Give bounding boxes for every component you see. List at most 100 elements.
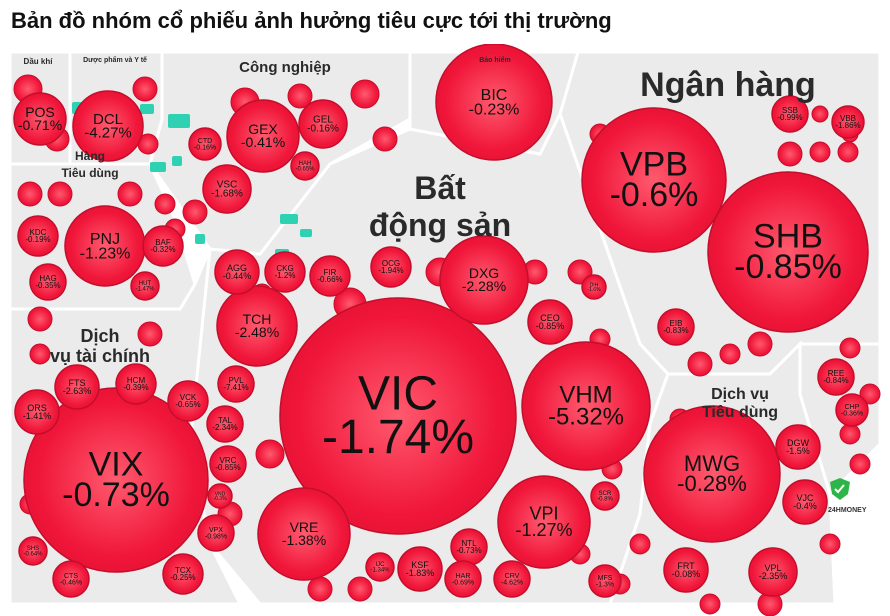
stock-cell-fir[interactable]: [309, 255, 351, 297]
ticker-label: VIC: [358, 367, 438, 420]
stock-cell-agg[interactable]: [214, 249, 260, 295]
stock-cell-hag[interactable]: [29, 263, 67, 301]
change-label: -0.16%: [194, 144, 216, 151]
ticker-label: VIX: [89, 445, 144, 483]
stock-cell-shb[interactable]: [707, 171, 869, 333]
ticker-label: KDC: [30, 228, 47, 237]
sector-label: Tiêu dùng: [61, 166, 118, 180]
stock-cell-cts[interactable]: [52, 560, 90, 598]
sector-label: Dịch: [80, 326, 119, 346]
stock-cell-shs[interactable]: [18, 536, 48, 566]
stock-cell-bic[interactable]: [435, 44, 553, 161]
filler-cell: [372, 126, 398, 152]
stock-cell-vhm[interactable]: [521, 341, 651, 471]
change-label: -0.6%: [610, 176, 699, 214]
filler-cell: [182, 199, 208, 225]
stock-cell-vpi[interactable]: [497, 475, 591, 569]
change-label: -0.44%: [223, 271, 252, 281]
stock-cell-dgw[interactable]: [775, 424, 821, 470]
change-label: -0.73%: [456, 546, 481, 555]
change-label: -0.8%: [597, 497, 613, 503]
filler-cell: [47, 181, 73, 207]
change-label: -0.19%: [25, 235, 50, 244]
stock-cell-vpx[interactable]: [197, 514, 235, 552]
stock-cell-pvl[interactable]: [217, 365, 255, 403]
change-label: -1.41%: [23, 411, 52, 421]
stock-cell-dih[interactable]: [581, 274, 607, 300]
change-label: -0.65%: [295, 167, 315, 173]
stock-cell-ors[interactable]: [14, 389, 60, 435]
change-label: -0.46%: [60, 579, 82, 586]
stock-cell-eib[interactable]: [657, 308, 695, 346]
stock-cell-ijc[interactable]: [365, 552, 395, 582]
stock-cell-fts[interactable]: [54, 364, 100, 410]
filler-cell: [255, 439, 285, 469]
change-label: -0.84%: [823, 376, 848, 385]
stock-cell-vnd[interactable]: [207, 483, 233, 509]
ticker-label: AGG: [227, 263, 247, 273]
stock-cell-mwg[interactable]: [643, 405, 781, 543]
ticker-label: VHM: [559, 382, 612, 409]
change-label: -2.34%: [212, 423, 237, 432]
stock-cell-ksf[interactable]: [397, 546, 443, 592]
stock-cell-vrc[interactable]: [209, 445, 247, 483]
stock-cell-tch[interactable]: [216, 285, 298, 367]
stock-cell-pos[interactable]: [13, 92, 67, 146]
stock-cell-vbb[interactable]: [831, 105, 865, 139]
change-label: -0.25%: [170, 573, 195, 582]
ticker-label: VND: [215, 491, 226, 497]
stock-cell-mfs[interactable]: [588, 564, 622, 598]
ticker-label: CTD: [198, 138, 212, 145]
ticker-label: TCH: [243, 311, 272, 327]
stock-cell-vpl[interactable]: [748, 547, 798, 597]
change-label: -1.2%: [275, 271, 296, 280]
sector-label: Bảo hiểm: [479, 56, 511, 64]
stock-cell-dcl[interactable]: [72, 90, 144, 162]
ticker-label: OCG: [382, 259, 400, 268]
stock-cell-har[interactable]: [444, 560, 482, 598]
filler-cell: [859, 383, 881, 405]
filler-cell: [811, 105, 829, 123]
stock-cell-vsc[interactable]: [202, 164, 252, 214]
stock-cell-vic[interactable]: [279, 297, 517, 535]
ticker-label: FRT: [677, 561, 695, 571]
stock-cell-kdc[interactable]: [17, 215, 59, 257]
stock-cell-ree[interactable]: [817, 358, 855, 396]
positive-cell: [150, 162, 166, 172]
filler-cell: [629, 533, 651, 555]
stock-cells-layer: [13, 44, 881, 616]
ticker-label: POS: [25, 104, 55, 120]
stock-cell-ceo[interactable]: [527, 299, 573, 345]
stock-cell-vck[interactable]: [167, 380, 209, 422]
positive-cell: [300, 229, 312, 237]
stock-cell-hut[interactable]: [130, 271, 160, 301]
stock-cell-hah[interactable]: [290, 151, 320, 181]
ticker-label: BAF: [155, 238, 171, 247]
stock-cell-frt[interactable]: [663, 547, 709, 593]
stock-cell-scr[interactable]: [590, 481, 620, 511]
stock-cell-gex[interactable]: [226, 99, 300, 173]
stock-cell-tcx[interactable]: [162, 553, 204, 595]
change-label: -0.08%: [672, 569, 701, 579]
stock-cell-ctd[interactable]: [188, 127, 222, 161]
stock-cell-crv[interactable]: [493, 560, 531, 598]
stock-cell-hcm[interactable]: [115, 363, 157, 405]
sector-label: Tiêu dùng: [702, 404, 778, 421]
stock-cell-gel[interactable]: [298, 99, 348, 149]
stock-cell-baf[interactable]: [142, 225, 184, 267]
stock-cell-vpb[interactable]: [581, 107, 727, 253]
sector-label: Hàng: [75, 149, 105, 163]
stock-cell-chp[interactable]: [835, 393, 869, 427]
ticker-label: HAR: [456, 573, 471, 580]
stock-cell-tal[interactable]: [206, 405, 244, 443]
stock-cell-vre[interactable]: [257, 487, 351, 581]
stock-cell-ssb[interactable]: [771, 95, 809, 133]
filler-cell: [699, 593, 721, 615]
positive-cell: [140, 104, 154, 114]
stock-cell-vjc[interactable]: [782, 479, 828, 525]
stock-cell-ckg[interactable]: [264, 251, 306, 293]
stock-cell-ocg[interactable]: [370, 246, 412, 288]
change-label: -0.23%: [469, 101, 520, 118]
stock-cell-dxg[interactable]: [439, 235, 529, 325]
ticker-label: REE: [828, 369, 844, 378]
